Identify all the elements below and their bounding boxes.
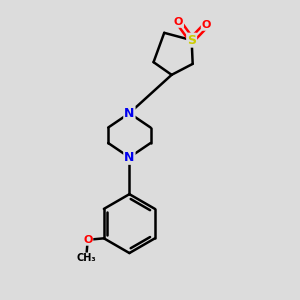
Text: CH₃: CH₃ (76, 253, 96, 263)
Text: O: O (83, 235, 92, 245)
Text: O: O (174, 17, 183, 27)
Text: N: N (124, 107, 135, 120)
Text: O: O (202, 20, 211, 30)
Text: N: N (124, 151, 135, 164)
Text: S: S (187, 34, 196, 47)
